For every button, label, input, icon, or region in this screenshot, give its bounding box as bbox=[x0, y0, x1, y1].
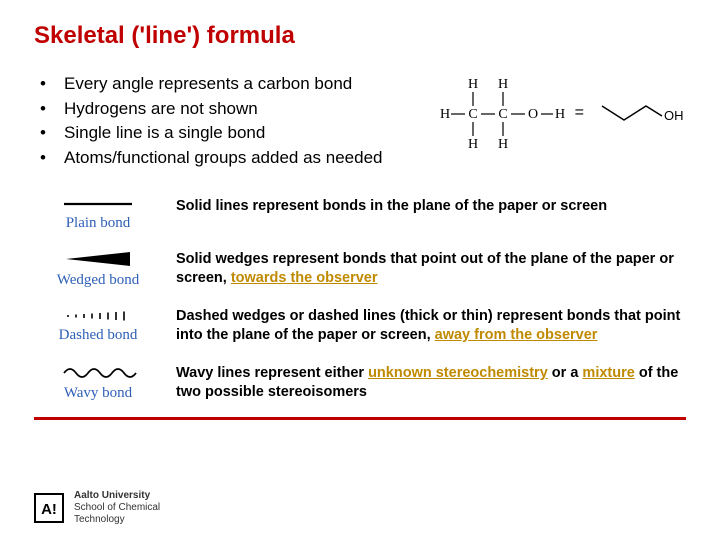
bond-icon-wedge: Wedged bond bbox=[34, 250, 162, 289]
bond-desc: Solid lines represent bonds in the plane… bbox=[176, 197, 686, 232]
wedged-bond-icon bbox=[58, 250, 138, 268]
atom-H: H bbox=[555, 107, 565, 122]
bullet-item: Hydrogens are not shown bbox=[40, 97, 383, 122]
equals-sign: = bbox=[573, 104, 586, 122]
structural-formula-icon: H C H H C H H O H bbox=[435, 74, 565, 152]
desc-text: Solid lines represent bonds in the plane… bbox=[176, 198, 607, 214]
bond-label: Dashed bond bbox=[59, 327, 138, 344]
logo-text: Aalto University School of Chemical Tech… bbox=[74, 490, 160, 526]
highlight-text: mixture bbox=[582, 365, 634, 381]
aalto-logo-icon: A! bbox=[34, 493, 64, 523]
atom-C: C bbox=[498, 107, 507, 122]
atom-C: C bbox=[468, 107, 477, 122]
dashed-bond-icon bbox=[58, 309, 138, 323]
bond-icon-wavy: Wavy bond bbox=[34, 364, 162, 403]
bond-desc: Dashed wedges or dashed lines (thick or … bbox=[176, 307, 686, 346]
wavy-bond-icon bbox=[58, 365, 138, 381]
bond-table: Plain bond Solid lines represent bonds i… bbox=[34, 197, 686, 403]
bullet-text: Atoms/functional groups added as needed bbox=[64, 146, 383, 171]
bullet-list: Every angle represents a carbon bond Hyd… bbox=[34, 72, 383, 171]
logo-line2: School of Chemical bbox=[74, 502, 160, 513]
horizontal-rule bbox=[34, 417, 686, 420]
plain-bond-icon bbox=[58, 197, 138, 211]
bond-icon-plain: Plain bond bbox=[34, 197, 162, 232]
atom-H: H bbox=[468, 77, 478, 92]
desc-text: Dashed wedges or dashed lines (thick or … bbox=[176, 308, 680, 344]
bond-label: Plain bond bbox=[66, 215, 131, 232]
bond-label: Wavy bond bbox=[64, 385, 132, 402]
top-row: Every angle represents a carbon bond Hyd… bbox=[34, 72, 686, 171]
logo-line3: Technology bbox=[74, 514, 125, 525]
atom-H: H bbox=[440, 107, 450, 122]
bullet-item: Single line is a single bond bbox=[40, 121, 383, 146]
bond-desc: Solid wedges represent bonds that point … bbox=[176, 250, 686, 289]
bullet-text: Every angle represents a carbon bond bbox=[64, 72, 352, 97]
bullet-item: Every angle represents a carbon bond bbox=[40, 72, 383, 97]
desc-text: or a bbox=[548, 365, 583, 381]
atom-H: H bbox=[498, 77, 508, 92]
atom-O: O bbox=[528, 107, 538, 122]
bullet-item: Atoms/functional groups added as needed bbox=[40, 146, 383, 171]
highlight-text: unknown stereochemistry bbox=[368, 365, 548, 381]
highlight-text: away from the observer bbox=[435, 327, 598, 343]
logo: A! Aalto University School of Chemical T… bbox=[34, 490, 160, 526]
bond-label: Wedged bond bbox=[57, 272, 140, 289]
bullet-text: Hydrogens are not shown bbox=[64, 97, 258, 122]
bond-desc: Wavy lines represent either unknown ster… bbox=[176, 364, 686, 403]
svg-text:A!: A! bbox=[41, 501, 57, 518]
atom-H: H bbox=[468, 137, 478, 152]
desc-text: Wavy lines represent either bbox=[176, 365, 368, 381]
skeletal-formula-icon: OH bbox=[594, 88, 686, 138]
oh-label: OH bbox=[664, 108, 684, 123]
bond-icon-dashed: Dashed bond bbox=[34, 307, 162, 346]
top-diagrams: H C H H C H H O H bbox=[383, 72, 686, 152]
bullet-text: Single line is a single bond bbox=[64, 121, 265, 146]
logo-line1: Aalto University bbox=[74, 490, 150, 501]
atom-H: H bbox=[498, 137, 508, 152]
slide-title: Skeletal ('line') formula bbox=[34, 22, 686, 50]
highlight-text: towards the observer bbox=[231, 270, 378, 286]
